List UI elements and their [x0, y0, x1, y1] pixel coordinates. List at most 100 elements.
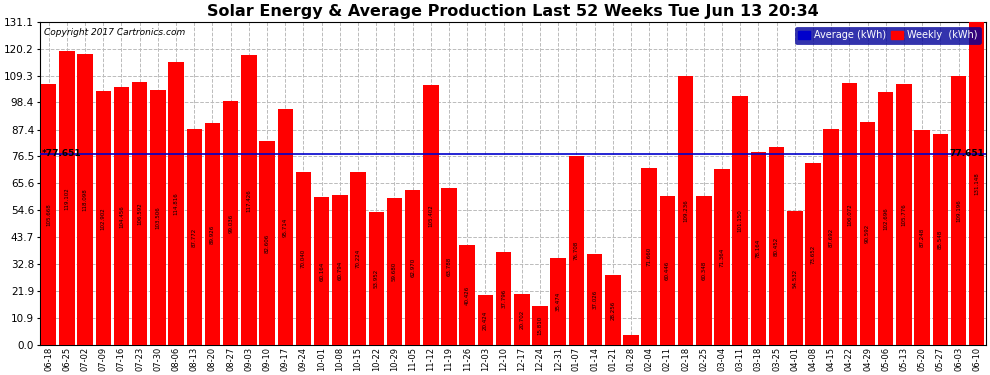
Text: 114.816: 114.816 — [173, 192, 178, 215]
Text: 76.708: 76.708 — [574, 241, 579, 260]
Bar — [478, 295, 493, 345]
Bar — [96, 91, 111, 345]
Text: 71.364: 71.364 — [720, 248, 725, 267]
Bar — [587, 254, 602, 345]
Text: Copyright 2017 Cartronics.com: Copyright 2017 Cartronics.com — [45, 28, 185, 37]
Text: 71.660: 71.660 — [646, 247, 651, 266]
Text: 80.452: 80.452 — [774, 236, 779, 256]
Bar — [860, 122, 875, 345]
Bar — [150, 90, 165, 345]
Text: 20.702: 20.702 — [520, 310, 525, 329]
Bar — [750, 152, 766, 345]
Text: 109.236: 109.236 — [683, 199, 688, 222]
Bar — [787, 211, 803, 345]
Text: 90.592: 90.592 — [865, 224, 870, 243]
Bar — [332, 195, 347, 345]
Bar — [550, 258, 566, 345]
Bar — [405, 190, 421, 345]
Bar — [915, 130, 930, 345]
Text: 77.651: 77.651 — [949, 149, 984, 158]
Text: 102.902: 102.902 — [101, 207, 106, 230]
Bar — [842, 84, 857, 345]
Bar — [77, 54, 93, 345]
Bar — [642, 168, 657, 345]
Text: 87.248: 87.248 — [920, 228, 925, 247]
Bar — [442, 188, 456, 345]
Bar — [242, 56, 256, 345]
Text: 118.098: 118.098 — [82, 188, 87, 211]
Text: 89.926: 89.926 — [210, 225, 215, 244]
Bar — [969, 22, 984, 345]
Text: 20.424: 20.424 — [483, 310, 488, 330]
Text: 85.548: 85.548 — [938, 230, 942, 249]
Text: 106.072: 106.072 — [846, 203, 851, 226]
Bar — [114, 87, 130, 345]
Bar — [733, 96, 747, 345]
Text: 15.810: 15.810 — [538, 316, 543, 335]
Bar — [368, 212, 384, 345]
Text: 131.148: 131.148 — [974, 172, 979, 195]
Text: 60.446: 60.446 — [665, 261, 670, 280]
Bar — [568, 156, 584, 345]
Text: 95.714: 95.714 — [283, 217, 288, 237]
Bar — [533, 306, 547, 345]
Text: 63.788: 63.788 — [446, 257, 451, 276]
Bar — [423, 85, 439, 345]
Bar — [205, 123, 220, 345]
Bar — [186, 129, 202, 345]
Bar — [41, 84, 56, 345]
Text: 35.474: 35.474 — [555, 292, 560, 311]
Text: 60.348: 60.348 — [701, 261, 706, 280]
Bar — [514, 294, 530, 345]
Text: 70.040: 70.040 — [301, 249, 306, 268]
Text: 105.402: 105.402 — [429, 204, 434, 226]
Text: 105.776: 105.776 — [902, 203, 907, 226]
Bar — [277, 109, 293, 345]
Text: 102.696: 102.696 — [883, 207, 888, 230]
Bar — [350, 172, 365, 345]
Bar — [878, 92, 894, 345]
Bar — [496, 252, 512, 345]
Bar — [223, 101, 239, 345]
Bar — [459, 246, 475, 345]
Bar — [769, 147, 784, 345]
Bar — [950, 76, 966, 345]
Bar — [314, 197, 330, 345]
Text: 99.036: 99.036 — [228, 213, 234, 232]
Bar — [387, 198, 402, 345]
Text: 87.772: 87.772 — [192, 227, 197, 246]
Bar — [714, 169, 730, 345]
Text: 62.970: 62.970 — [410, 258, 415, 277]
Text: 59.680: 59.680 — [392, 262, 397, 281]
Text: 70.224: 70.224 — [355, 249, 360, 268]
Text: 87.692: 87.692 — [829, 227, 834, 247]
Bar — [805, 164, 821, 345]
Bar — [59, 51, 74, 345]
Text: 101.150: 101.150 — [738, 209, 742, 232]
Bar — [624, 334, 639, 345]
Text: 82.606: 82.606 — [264, 234, 269, 253]
Text: 103.506: 103.506 — [155, 206, 160, 229]
Legend: Average (kWh), Weekly  (kWh): Average (kWh), Weekly (kWh) — [795, 27, 981, 44]
Bar — [296, 172, 311, 345]
Text: 104.456: 104.456 — [119, 205, 124, 228]
Text: 53.952: 53.952 — [374, 269, 379, 288]
Text: 119.102: 119.102 — [64, 187, 69, 210]
Bar — [824, 129, 839, 345]
Bar — [896, 84, 912, 345]
Text: 37.796: 37.796 — [501, 289, 506, 308]
Text: 54.532: 54.532 — [792, 268, 797, 288]
Text: 28.256: 28.256 — [610, 301, 616, 320]
Text: 105.668: 105.668 — [47, 204, 51, 226]
Bar — [605, 276, 621, 345]
Bar — [132, 82, 148, 345]
Bar — [678, 76, 693, 345]
Bar — [933, 134, 948, 345]
Text: 78.164: 78.164 — [756, 239, 761, 258]
Title: Solar Energy & Average Production Last 52 Weeks Tue Jun 13 20:34: Solar Energy & Average Production Last 5… — [207, 4, 819, 19]
Text: 60.164: 60.164 — [319, 261, 324, 280]
Text: 40.426: 40.426 — [464, 286, 469, 305]
Text: 73.652: 73.652 — [811, 245, 816, 264]
Bar — [259, 141, 275, 345]
Text: 109.196: 109.196 — [956, 199, 961, 222]
